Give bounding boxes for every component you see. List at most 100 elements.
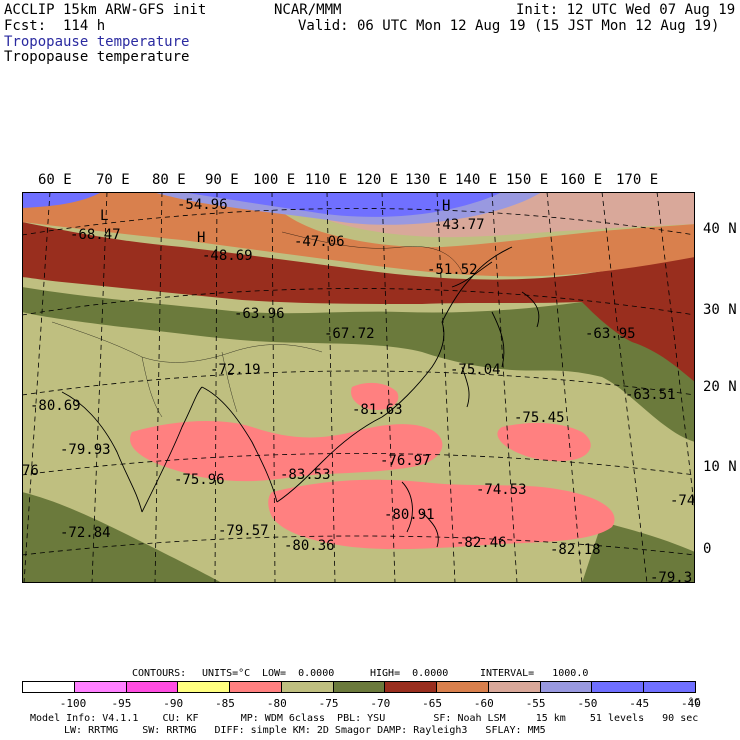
map-annotation: -75.96: [174, 472, 225, 488]
map-annotation: -63.95: [585, 326, 636, 342]
map-annotation: -80.69: [30, 398, 81, 414]
colorbar-tick: -60: [473, 697, 494, 710]
colorbar-swatch: [177, 681, 231, 693]
contours-units: UNITS=°C: [202, 668, 251, 679]
field-band-70-sw: [22, 492, 222, 583]
map-annotation: -80.36: [284, 538, 335, 554]
lon-label: 90 E: [205, 172, 239, 188]
map-annotation: -74.53: [476, 482, 527, 498]
colorbar-tick: -65: [422, 697, 443, 710]
field-band-60: [22, 192, 695, 277]
map-annotation: -63.51: [625, 387, 676, 403]
map-annotation: -47.06: [294, 234, 345, 250]
colorbar-swatch: [125, 681, 179, 693]
field-band-45: [182, 192, 502, 217]
lon-label: 140 E: [455, 172, 498, 188]
map-annotation: H: [197, 230, 205, 246]
map-annotation: -79.3: [650, 570, 692, 583]
colorbar-tick: -75: [318, 697, 339, 710]
map-annotation: -79.57: [218, 523, 269, 539]
lat-label: 10 N: [703, 459, 737, 475]
map-annotation: -72.84: [60, 525, 111, 541]
lon-label: 130 E: [405, 172, 448, 188]
lon-label: 160 E: [560, 172, 603, 188]
field-band-45-nw: [22, 192, 102, 208]
map-annotation: 76: [22, 463, 39, 479]
model-info-line1: Model Info: V4.1.1 CU: KF MP: WDM 6class…: [30, 713, 699, 724]
map-annotation: -74: [670, 493, 695, 509]
org-label: NCAR/MMM: [274, 2, 342, 18]
model-info-line2: LW: RRTMG SW: RRTMG DIFF: simple KM: 2D …: [64, 725, 546, 736]
colorbar-swatch: [384, 681, 438, 693]
map-annotation: -63.96: [234, 306, 285, 322]
lat-label: 30 N: [703, 302, 737, 318]
map-annotation: -83.53: [280, 467, 331, 483]
tropopause-temperature-map: -54.96 -68.47 H -48.69 -47.06 -43.77 -51.52 -63…: [22, 192, 695, 583]
contours-low: LOW= 0.0000: [262, 668, 335, 679]
colorbar-tick: -95: [111, 697, 132, 710]
colorbar-swatch: [436, 681, 489, 693]
map-annotation: -76.97: [380, 453, 431, 469]
colorbar-tick: -85: [215, 697, 235, 710]
field-title-1: Tropopause temperature: [4, 34, 190, 50]
field-band-80-b: [268, 479, 615, 550]
map-annotation: -81.63: [352, 402, 403, 418]
map-annotation: -67.72: [324, 326, 375, 342]
map-annotation: -51.52: [427, 262, 478, 278]
map-annotation: -43.77: [434, 217, 485, 233]
colorbar-tick: -100: [59, 697, 87, 710]
map-frame: [22, 192, 695, 583]
valid-time: Valid: 06 UTC Mon 12 Aug 19 (15 JST Mon …: [298, 18, 720, 34]
field-band-70-se: [582, 522, 695, 583]
contours-interval: INTERVAL= 1000.0: [480, 668, 589, 679]
map-annotation: -82.18: [550, 542, 601, 558]
colorbar-tick: -50: [577, 697, 598, 710]
colorbar-swatch: [591, 681, 645, 693]
lon-label: 60 E: [38, 172, 72, 188]
colorbar-tick: -80: [266, 697, 287, 710]
lon-label: 150 E: [506, 172, 549, 188]
init-time: Init: 12 UTC Wed 07 Aug 19: [516, 2, 736, 18]
field-band-65: [22, 222, 695, 382]
field-band-70: [22, 287, 695, 442]
field-band-80-d: [351, 382, 399, 410]
field-title-2: Tropopause temperature: [4, 49, 190, 65]
lon-label: 100 E: [253, 172, 296, 188]
lon-label: 170 E: [616, 172, 659, 188]
field-band-80-a: [130, 420, 443, 482]
model-title: ACCLIP 15km ARW-GFS init: [4, 2, 207, 18]
colorbar-tick: -40: [681, 697, 701, 710]
map-annotation: -48.69: [202, 248, 253, 264]
lat-label: 0: [703, 541, 712, 557]
lon-label: 70 E: [96, 172, 130, 188]
contours-label: CONTOURS:: [132, 668, 187, 679]
map-annotation: -72.19: [210, 362, 261, 378]
lat-label: 40 N: [703, 221, 737, 237]
lon-label: 80 E: [152, 172, 186, 188]
map-annotation: -75.04: [450, 362, 501, 378]
colorbar-tick: -90: [163, 697, 184, 710]
lon-label: 110 E: [305, 172, 348, 188]
lat-label: 20 N: [703, 379, 737, 395]
lon-label: 120 E: [356, 172, 399, 188]
map-annotation: -80.91: [384, 507, 435, 523]
map-annotation: L: [100, 208, 108, 224]
colorbar-swatch: [73, 681, 127, 693]
colorbar-tick: -70: [370, 697, 391, 710]
contours-high: HIGH= 0.0000: [370, 668, 449, 679]
map-annotation: -54.96: [177, 197, 228, 213]
map-annotation: -68.47: [70, 227, 121, 243]
map-annotation: -75.45: [514, 410, 565, 426]
colorbar-swatch: [229, 681, 282, 693]
colorbar-tick: -45: [629, 697, 650, 710]
colorbar-swatch: [332, 681, 386, 693]
map-annotation: -82.46: [456, 535, 507, 551]
colorbar-swatch: [487, 681, 541, 693]
colorbar-swatch: [643, 681, 696, 693]
map-annotation: -79.93: [60, 442, 111, 458]
field-band-80-c: [497, 422, 591, 462]
map-annotation: H: [442, 198, 450, 214]
colorbar-swatch: [539, 681, 593, 693]
colorbar-swatch: [280, 681, 334, 693]
colorbar-tick: -55: [525, 697, 546, 710]
